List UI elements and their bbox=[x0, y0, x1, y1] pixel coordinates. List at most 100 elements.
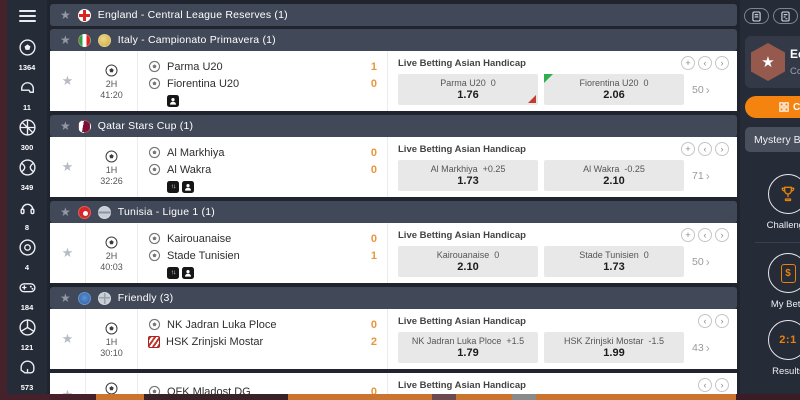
league-header[interactable]: ★ Friendly (3) bbox=[50, 287, 737, 309]
qatar-flag-icon bbox=[77, 119, 91, 133]
team-score: 0 bbox=[370, 77, 377, 90]
odds-selection-home[interactable]: Kairouanaise 0 2.10 bbox=[398, 246, 538, 277]
my-bets-button[interactable]: $ bbox=[768, 253, 800, 293]
favorite-star-icon[interactable]: ★ bbox=[50, 309, 86, 369]
next-market-button[interactable]: › bbox=[715, 228, 729, 242]
favorite-star-icon[interactable]: ★ bbox=[50, 373, 86, 400]
sidebar-item-hockey[interactable]: 573 bbox=[18, 358, 37, 392]
teams-cell[interactable]: NK Jadran Luka Ploce 0 HSK Zrinjski Most… bbox=[138, 309, 388, 369]
statement-button[interactable] bbox=[744, 8, 769, 24]
hamburger-menu-icon[interactable] bbox=[18, 10, 36, 22]
challenges-button[interactable] bbox=[768, 174, 800, 214]
more-markets-link[interactable]: 50 › bbox=[692, 254, 710, 269]
economy-panel[interactable]: ★ Eco Col bbox=[745, 36, 800, 88]
football-helmet-icon bbox=[18, 78, 37, 102]
more-markets-link[interactable]: 71 › bbox=[692, 168, 710, 183]
sidebar-item-snooker[interactable]: 4 bbox=[18, 238, 37, 272]
sidebar-item-football[interactable]: 11 bbox=[18, 78, 37, 112]
add-market-button[interactable]: + bbox=[681, 228, 695, 242]
favorite-star-icon[interactable]: ★ bbox=[50, 223, 86, 283]
more-markets-link[interactable]: 43 › bbox=[692, 340, 710, 355]
match-time-cell: 1H 30:10 bbox=[86, 309, 138, 369]
mystery-box-button[interactable]: Mystery Box bbox=[745, 127, 800, 152]
favorite-star-icon[interactable]: ★ bbox=[50, 137, 86, 197]
next-market-button[interactable]: › bbox=[715, 56, 729, 70]
divider bbox=[755, 242, 800, 243]
bottom-bar bbox=[0, 394, 800, 400]
results-button[interactable]: 2:1 bbox=[768, 320, 800, 360]
score-badge: 2:1 bbox=[779, 334, 797, 346]
soccer-ball-icon bbox=[18, 38, 37, 62]
sidebar-item-esports-headset[interactable]: 8 bbox=[18, 198, 37, 232]
odds-selection-home[interactable]: Parma U20 0 1.76 bbox=[398, 74, 538, 105]
odds-selection-away[interactable]: Fiorentina U20 0 2.06 bbox=[544, 74, 684, 105]
selection-handicap: 0 bbox=[494, 250, 500, 260]
odds-selection-away[interactable]: Stade Tunisien 0 1.73 bbox=[544, 246, 684, 277]
favorite-star-icon[interactable]: ★ bbox=[60, 8, 71, 22]
odds-down-indicator bbox=[528, 95, 536, 103]
add-market-button[interactable]: + bbox=[681, 142, 695, 156]
selection-name: Parma U20 bbox=[440, 78, 486, 88]
rules-button[interactable] bbox=[773, 8, 798, 24]
league-header[interactable]: ★ Tunisia - Ligue 1 (1) bbox=[50, 201, 737, 223]
favorite-star-icon[interactable]: ★ bbox=[60, 291, 71, 305]
prev-market-button[interactable]: ‹ bbox=[698, 228, 712, 242]
soccer-ball-icon bbox=[105, 236, 118, 248]
team-ball-icon bbox=[148, 318, 161, 331]
favorite-star-icon[interactable]: ★ bbox=[60, 119, 71, 133]
sport-count: 300 bbox=[20, 143, 34, 152]
team-score: 0 bbox=[370, 232, 377, 245]
star-hexagon-badge-icon: ★ bbox=[751, 43, 785, 81]
sidebar-item-soccer[interactable]: 1364 bbox=[18, 38, 37, 72]
teams-cell[interactable]: Parma U20 1 Fiorentina U20 0 bbox=[138, 51, 388, 111]
selection-name: HSK Zrinjski Mostar bbox=[563, 336, 644, 346]
odds-selection-home[interactable]: Al Markhiya +0.25 1.73 bbox=[398, 160, 538, 191]
prev-market-button[interactable]: ‹ bbox=[698, 378, 712, 392]
favorite-star-icon[interactable]: ★ bbox=[60, 205, 71, 219]
odds-selection-away[interactable]: Al Wakra -0.25 2.10 bbox=[544, 160, 684, 191]
market-label: Live Betting Asian Handicap bbox=[398, 229, 526, 241]
competition-logo-icon bbox=[97, 33, 111, 47]
claim-button[interactable]: C bbox=[745, 96, 800, 118]
team-name: Al Wakra bbox=[167, 163, 212, 176]
prev-market-button[interactable]: ‹ bbox=[698, 142, 712, 156]
favorite-star-icon[interactable]: ★ bbox=[60, 33, 71, 47]
more-markets-link[interactable]: 50 › bbox=[692, 82, 710, 97]
selection-odds: 1.73 bbox=[603, 261, 625, 273]
add-market-button[interactable]: + bbox=[681, 56, 695, 70]
match-clock: 30:10 bbox=[100, 347, 123, 358]
home-team-line: Al Markhiya 0 bbox=[148, 144, 377, 161]
league-header[interactable]: ★ England - Central League Reserves (1) bbox=[50, 4, 737, 26]
match-stat-badges bbox=[167, 95, 377, 107]
team-ball-icon bbox=[148, 146, 161, 159]
away-team-line: Al Wakra 0 bbox=[148, 161, 377, 178]
chevron-right-icon: › bbox=[705, 254, 710, 269]
next-market-button[interactable]: › bbox=[715, 142, 729, 156]
match-row: ★ 1H 32:26 Al Markhiya 0 Al Wakra 0 ↑ bbox=[50, 137, 737, 197]
league-title: Italy - Campionato Primavera (1) bbox=[117, 34, 276, 46]
selection-handicap: 0 bbox=[643, 250, 649, 260]
prev-market-button[interactable]: ‹ bbox=[698, 56, 712, 70]
claim-button-label: C bbox=[793, 101, 800, 113]
teams-cell[interactable]: Al Markhiya 0 Al Wakra 0 ↑↓ bbox=[138, 137, 388, 197]
next-market-button[interactable]: › bbox=[715, 378, 729, 392]
teams-cell[interactable]: Kairouanaise 0 Stade Tunisien 1 ↑↓ bbox=[138, 223, 388, 283]
sidebar-item-esports[interactable]: 184 bbox=[18, 278, 37, 312]
sidebar-item-volleyball[interactable]: 121 bbox=[18, 318, 37, 352]
sidebar-item-basketball[interactable]: 300 bbox=[18, 118, 37, 152]
match-period: 1H bbox=[105, 336, 118, 347]
market-label: Live Betting Asian Handicap bbox=[398, 57, 526, 69]
odds-selection-home[interactable]: NK Jadran Luka Ploce +1.5 1.79 bbox=[398, 332, 538, 363]
prev-market-button[interactable]: ‹ bbox=[698, 314, 712, 328]
left-edge-strip bbox=[0, 0, 7, 400]
qr-grid-icon bbox=[779, 102, 789, 112]
sport-count: 11 bbox=[23, 103, 31, 112]
odds-selection-away[interactable]: HSK Zrinjski Mostar -1.5 1.99 bbox=[544, 332, 684, 363]
league-header[interactable]: ★ Italy - Campionato Primavera (1) bbox=[50, 29, 737, 51]
sidebar-item-tennis[interactable]: 349 bbox=[18, 158, 37, 192]
team-ball-icon bbox=[148, 163, 161, 176]
league-header[interactable]: ★ Qatar Stars Cup (1) bbox=[50, 115, 737, 137]
next-market-button[interactable]: › bbox=[715, 314, 729, 328]
favorite-star-icon[interactable]: ★ bbox=[50, 51, 86, 111]
soccer-ball-icon bbox=[105, 322, 118, 334]
